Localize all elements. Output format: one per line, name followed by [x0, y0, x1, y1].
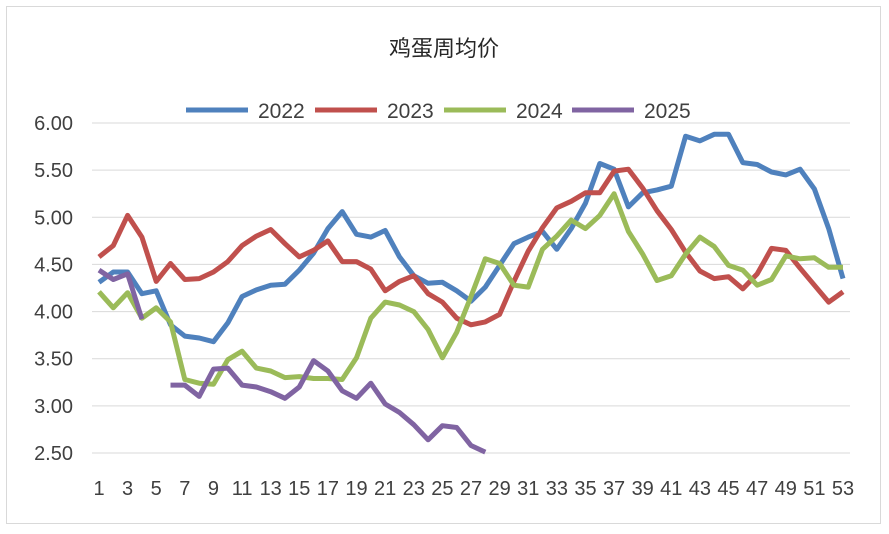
x-tick-label: 5 [151, 478, 162, 500]
x-tick-label: 51 [803, 478, 825, 500]
x-tick-label: 41 [660, 478, 682, 500]
legend-label-2022: 2022 [258, 100, 305, 123]
x-tick-label: 11 [232, 478, 253, 500]
x-tick-label: 7 [179, 478, 190, 500]
chart-title: 鸡蛋周均价 [389, 37, 499, 62]
x-tick-label: 23 [403, 478, 425, 500]
series-lines [97, 131, 846, 455]
x-tick-label: 39 [632, 478, 654, 500]
x-tick-label: 49 [775, 478, 797, 500]
x-tick-label: 13 [260, 478, 282, 500]
series-line-2023 [97, 166, 845, 328]
chart-border [6, 6, 881, 524]
x-tick-label: 53 [832, 478, 854, 500]
x-tick-label: 1 [93, 478, 104, 500]
legend-label-2023: 2023 [387, 100, 434, 123]
gridlines [92, 122, 850, 454]
x-tick-label: 27 [460, 478, 482, 500]
y-axis-tick-labels: 2.50 3.00 3.50 4.00 4.50 5.00 5.50 6.00 [34, 113, 73, 465]
y-tick-label: 4.50 [34, 254, 73, 276]
x-tick-label: 9 [208, 478, 219, 500]
x-tick-label: 3 [122, 478, 133, 500]
x-tick-label: 19 [345, 478, 367, 500]
legend-label-2025: 2025 [644, 100, 691, 123]
y-tick-label: 5.00 [34, 207, 73, 229]
y-tick-label: 2.50 [34, 443, 73, 465]
x-tick-label: 45 [717, 478, 739, 500]
x-axis-tick-labels: 1 3 5 7 9 11 13 15 17 19 21 23 25 27 29 31 33 35 37 39 41 43 4… [93, 478, 854, 500]
y-tick-label: 5.50 [34, 160, 73, 182]
x-tick-label: 15 [288, 478, 310, 500]
x-tick-label: 25 [431, 478, 453, 500]
x-tick-label: 35 [574, 478, 596, 500]
x-tick-label: 17 [317, 478, 339, 500]
legend: 2022 2023 2024 2025 [186, 100, 691, 123]
x-tick-label: 31 [517, 478, 539, 500]
y-tick-label: 4.00 [34, 302, 73, 324]
x-tick-label: 21 [374, 478, 396, 500]
y-tick-label: 3.50 [34, 349, 73, 371]
legend-label-2024: 2024 [516, 100, 563, 123]
x-tick-label: 29 [488, 478, 510, 500]
x-tick-label: 37 [603, 478, 625, 500]
x-tick-label: 43 [689, 478, 711, 500]
x-tick-label: 47 [746, 478, 768, 500]
y-tick-label: 6.00 [34, 113, 73, 135]
series-line-2025 [170, 358, 487, 455]
series-line-2025 [97, 268, 145, 320]
y-tick-label: 3.00 [34, 396, 73, 418]
x-tick-label: 33 [546, 478, 568, 500]
